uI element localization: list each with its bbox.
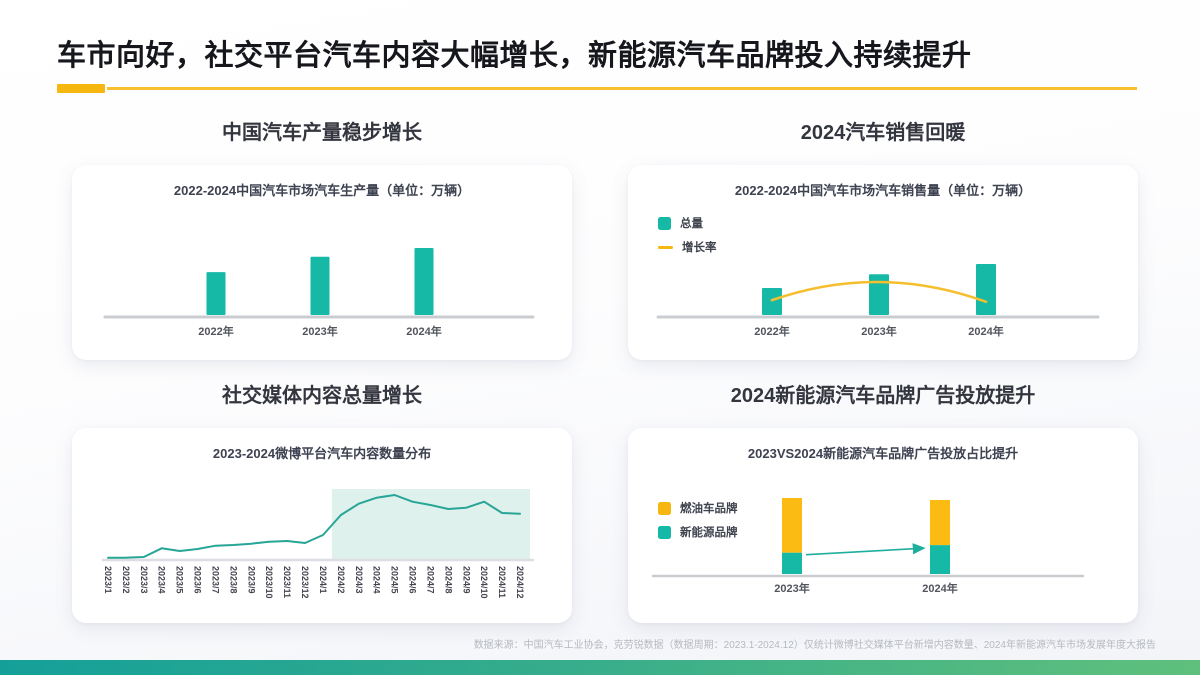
legend-item-nev: 新能源品牌: [658, 524, 738, 540]
svg-text:2023/8: 2023/8: [228, 566, 238, 594]
svg-text:2024年: 2024年: [968, 324, 1003, 338]
svg-text:2024/5: 2024/5: [390, 566, 400, 594]
panel-title-ads: 2024新能源汽车品牌广告投放提升: [730, 385, 1036, 407]
svg-text:2024年: 2024年: [406, 324, 441, 338]
svg-text:2022年: 2022年: [198, 324, 233, 338]
svg-text:2024/2: 2024/2: [336, 566, 346, 594]
svg-text:2024/10: 2024/10: [479, 566, 489, 599]
title-underline: [57, 84, 1137, 93]
svg-text:2024/3: 2024/3: [354, 566, 364, 594]
legend-label-growth: 增长率: [682, 242, 717, 254]
title-underline-line: [107, 87, 1137, 90]
svg-text:2024/7: 2024/7: [425, 566, 435, 594]
legend-item-total: 总量: [658, 215, 717, 231]
svg-text:2023/6: 2023/6: [193, 566, 203, 594]
page-title: 车市向好，社交平台汽车内容大幅增长，新能源汽车品牌投入持续提升: [57, 40, 972, 72]
ads-stacked-bar-chart: 2023年 2024年: [651, 498, 1085, 595]
legend-label-total: 总量: [680, 218, 703, 230]
svg-text:2023/12: 2023/12: [300, 566, 310, 599]
svg-text:2024/4: 2024/4: [372, 566, 382, 594]
panel-title-sales: 2024汽车销售回暖: [800, 122, 966, 144]
data-source-note: 数据来源：中国汽车工业协会，克劳锐数据（数据周期：2023.1-2024.12）…: [473, 640, 1156, 651]
svg-text:2024年: 2024年: [922, 581, 957, 595]
legend-swatch-growth-line: [658, 245, 673, 249]
chart-title-production: 2022-2024中国汽车市场汽车生产量（单位：万辆）: [173, 183, 471, 198]
panel-title-production: 中国汽车产量稳步增长: [222, 122, 422, 144]
svg-text:2023年: 2023年: [302, 324, 337, 338]
svg-text:2023/3: 2023/3: [139, 566, 149, 594]
svg-text:2023/7: 2023/7: [210, 566, 220, 594]
svg-text:2024/6: 2024/6: [408, 566, 418, 594]
legend-label-nev: 新能源品牌: [680, 527, 738, 539]
svg-text:2023/2: 2023/2: [121, 566, 131, 594]
chart-title-weibo: 2023-2024微博平台汽车内容数量分布: [212, 446, 432, 461]
card-production: 2022-2024中国汽车市场汽车生产量（单位：万辆） 2022年 2023年 20…: [72, 165, 572, 360]
svg-text:2023/9: 2023/9: [246, 566, 256, 594]
svg-text:2023年: 2023年: [774, 581, 809, 595]
legend-swatch-fuel: [658, 501, 671, 515]
panel-sales: 2024汽车销售回暖 2022-2024中国汽车市场汽车销售量（单位：万辆） 总…: [628, 120, 1138, 360]
panel-production: 中国汽车产量稳步增长 2022-2024中国汽车市场汽车生产量（单位：万辆） 2…: [72, 120, 572, 360]
svg-text:2023/4: 2023/4: [157, 566, 167, 594]
svg-text:2024/8: 2024/8: [443, 566, 453, 594]
svg-text:2022年: 2022年: [754, 324, 789, 338]
card-sales: 2022-2024中国汽车市场汽车销售量（单位：万辆） 总量 增长率 2022年…: [628, 165, 1138, 360]
panel-weibo: 社交媒体内容总量增长 2023-2024微博平台汽车内容数量分布 2023/1 2…: [72, 383, 572, 623]
chart-title-sales: 2022-2024中国汽车市场汽车销售量（单位：万辆）: [734, 183, 1032, 198]
card-ads: 2023VS2024新能源汽车品牌广告投放占比提升 燃油车品牌 新能源品牌 20…: [628, 428, 1138, 623]
chart-title-ads: 2023VS2024新能源汽车品牌广告投放占比提升: [747, 446, 1019, 461]
title-underline-block: [57, 84, 105, 93]
svg-text:2024/12: 2024/12: [515, 566, 525, 599]
production-bar-chart: 2022年 2023年 2024年: [103, 248, 535, 338]
svg-text:2023/10: 2023/10: [264, 566, 274, 599]
svg-text:2023/1: 2023/1: [103, 566, 113, 594]
legend-item-growth: 增长率: [658, 239, 717, 255]
weibo-line-chart: 2023/1 2023/2 2023/3 2023/4 2023/5 2023/6 2023…: [101, 489, 535, 599]
legend-item-fuel: 燃油车品牌: [658, 500, 738, 516]
svg-text:2024/11: 2024/11: [497, 566, 507, 598]
svg-text:2024/1: 2024/1: [318, 566, 328, 594]
svg-text:2023/11: 2023/11: [282, 566, 292, 598]
legend-swatch-nev: [658, 525, 671, 539]
svg-text:2024/9: 2024/9: [461, 566, 471, 594]
panel-ads: 2024新能源汽车品牌广告投放提升 2023VS2024新能源汽车品牌广告投放占…: [628, 383, 1138, 623]
legend-swatch-total: [658, 216, 671, 230]
card-weibo: 2023-2024微博平台汽车内容数量分布 2023/1 2023/2 2023/3…: [72, 428, 572, 623]
legend-label-fuel: 燃油车品牌: [680, 503, 738, 515]
panel-title-weibo: 社交媒体内容总量增长: [222, 385, 422, 407]
svg-text:2023年: 2023年: [861, 324, 896, 338]
sales-legend: 总量 增长率: [658, 215, 717, 255]
svg-text:2023/5: 2023/5: [175, 566, 185, 594]
ads-legend: 燃油车品牌 新能源品牌: [658, 500, 738, 540]
sales-bar-line-chart: 2022年 2023年 2024年: [656, 264, 1100, 338]
bottom-gradient-bar: [0, 660, 1200, 675]
